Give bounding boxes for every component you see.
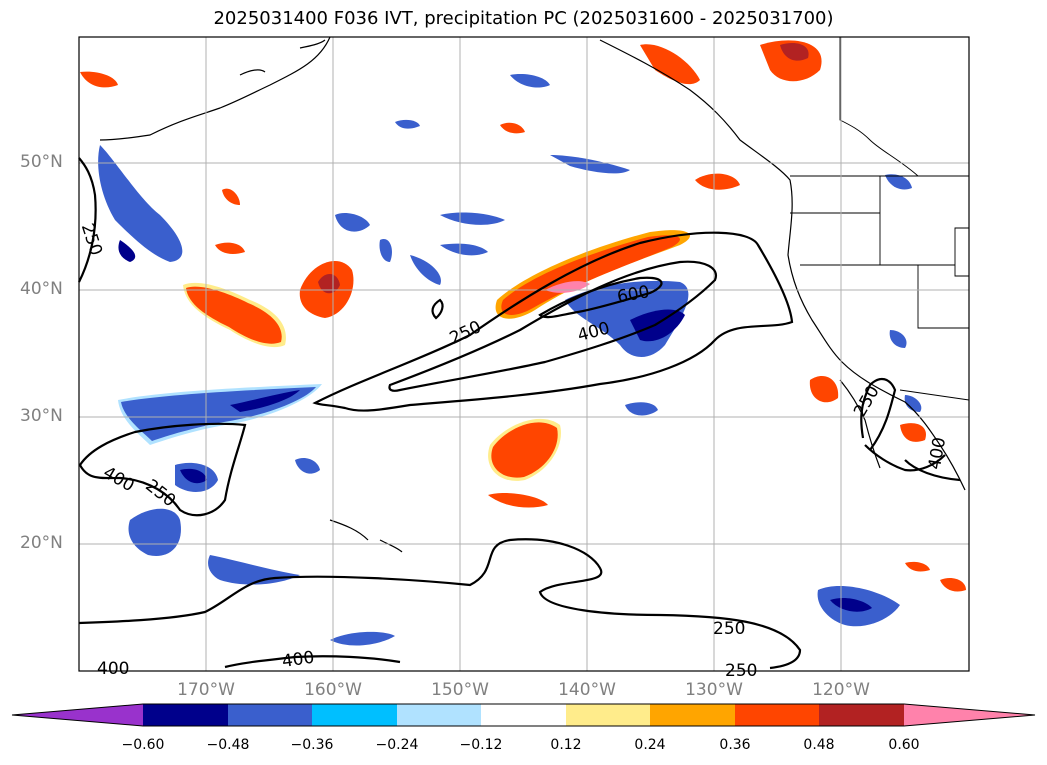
colorbar (11, 703, 1036, 727)
lon-label: 120°W (812, 680, 870, 700)
lat-label: 40°N (20, 279, 63, 299)
contour-label: 250 (713, 619, 745, 639)
map-frame (78, 36, 970, 672)
contour-label: 400 (97, 659, 129, 679)
colorbar-tick: −0.24 (375, 737, 419, 753)
lon-label: 130°W (685, 680, 743, 700)
colorbar-tick: −0.12 (459, 737, 503, 753)
colorbar-segment (650, 704, 735, 726)
colorbar-tick: 0.36 (719, 737, 751, 753)
lat-label: 30°N (20, 406, 63, 426)
colorbar-tick: −0.36 (290, 737, 334, 753)
lon-label: 150°W (431, 680, 489, 700)
colorbar-segment (312, 704, 397, 726)
lon-label: 170°W (177, 680, 235, 700)
colorbar-segment (481, 704, 566, 726)
colorbar-segment (143, 704, 228, 726)
contour-label: 400 (281, 648, 316, 672)
colorbar-tick: −0.60 (121, 737, 165, 753)
colorbar-segment (228, 704, 312, 726)
positive-precip-blobs (80, 40, 966, 592)
colorbar-tick: 0.48 (803, 737, 835, 753)
gridlines (79, 37, 969, 671)
lat-label: 50°N (20, 152, 63, 172)
colorbar-tick: 0.24 (634, 737, 666, 753)
colorbar-extend-low (12, 704, 143, 726)
ivt-contours (78, 157, 961, 670)
lon-label: 140°W (558, 680, 616, 700)
colorbar-segment (566, 704, 650, 726)
colorbar-tick: −0.48 (206, 737, 250, 753)
lon-label: 160°W (304, 680, 362, 700)
colorbar-segment (735, 704, 819, 726)
coastlines (99, 36, 966, 553)
colorbar-extend-high (904, 704, 1035, 726)
lat-label: 20°N (20, 533, 63, 553)
colorbar-segment (819, 704, 904, 726)
colorbar-segment (397, 704, 481, 726)
map-title: 2025031400 F036 IVT, precipitation PC (2… (213, 8, 834, 29)
colorbar-tick: 0.12 (550, 737, 582, 753)
colorbar-tick: 0.60 (888, 737, 920, 753)
